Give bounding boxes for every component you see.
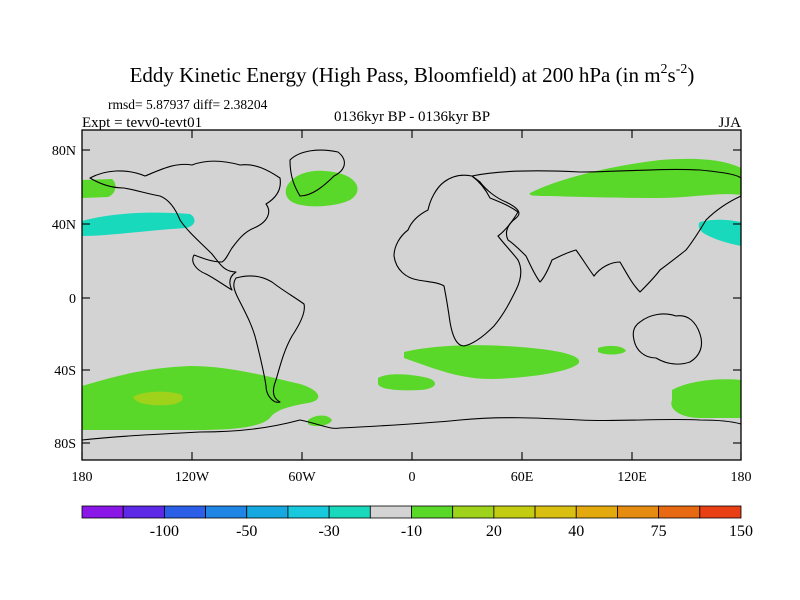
lat-label-80s: 80S [54, 437, 76, 452]
colorbar-label: -50 [236, 523, 257, 540]
lon-label-0: 0 [409, 470, 416, 485]
colorbar-box [163, 505, 206, 519]
lon-label-120w: 120W [175, 470, 210, 485]
south-america-coast [233, 275, 305, 403]
lat-tick-labels: 80N 40N 0 40S 80S [52, 144, 76, 452]
colorbar-box [205, 505, 248, 519]
season-label: JJA [718, 115, 741, 131]
north-atlantic-patch [285, 170, 358, 207]
colorbar-box [122, 505, 165, 519]
colorbar-boxes [81, 505, 742, 519]
lon-label-180w: 180 [72, 470, 93, 485]
lat-label-0: 0 [69, 292, 76, 307]
colorbar-label: 75 [651, 523, 667, 540]
colorbar-box [617, 505, 660, 519]
southern-ocean-indian-patch [404, 345, 580, 379]
colorbar-label: -10 [401, 523, 422, 540]
colorbar-labels: -100 -50 -30 -10 20 40 75 150 [150, 523, 753, 540]
colorbar-box [411, 505, 454, 519]
lon-label-60e: 60E [511, 470, 534, 485]
map-panel [81, 129, 742, 461]
lon-label-180e: 180 [731, 470, 752, 485]
lon-tick-marks [81, 130, 742, 460]
lon-tick-labels: 180 120W 60W 0 60E 120E 180 [72, 470, 752, 485]
colorbar-box [369, 505, 412, 519]
colorbar-box [493, 505, 536, 519]
southern-ocean-tasman-patch [671, 379, 741, 418]
coastlines [81, 149, 742, 441]
north-pacific-west-patch [529, 158, 741, 198]
colorbar-box [246, 505, 289, 519]
positive-anomaly-mid [133, 391, 183, 406]
colorbar-box [81, 505, 124, 519]
colorbar-box [328, 505, 371, 519]
colorbar: -100 -50 -30 -10 20 40 75 150 [81, 505, 753, 540]
positive-anomaly-regions [82, 158, 741, 430]
colorbar-box [699, 505, 742, 519]
north-pacific-east-patch [82, 179, 116, 198]
lat-label-80n: 80N [52, 144, 76, 159]
lat-tick-marks [82, 149, 741, 444]
colorbar-box [534, 505, 577, 519]
colorbar-box [658, 505, 701, 519]
south-of-australia-patch [598, 345, 626, 355]
southern-ocean-pacific-patch [82, 366, 319, 430]
greenland-coast [289, 149, 345, 197]
lat-label-40n: 40N [52, 218, 76, 233]
colorbar-label: 150 [729, 523, 753, 540]
colorbar-label: 20 [486, 523, 502, 540]
experiment-label: Expt = tevv0-tevt01 [82, 115, 202, 131]
period-label: 0136kyr BP - 0136kyr BP [334, 109, 490, 125]
stats-label: rmsd= 5.87937 diff= 2.38204 [108, 97, 268, 112]
lon-label-60w: 60W [288, 470, 316, 485]
figure-title: Eddy Kinetic Energy (High Pass, Bloomfie… [130, 62, 695, 87]
north-pacific-negative-patch [82, 212, 195, 236]
europe-africa-coast [393, 174, 522, 347]
colorbar-label: 40 [568, 523, 584, 540]
southern-ocean-atlantic-patch [378, 374, 435, 391]
australia-coast [632, 313, 703, 365]
asia-coast [471, 168, 742, 293]
colorbar-label: -100 [150, 523, 179, 540]
colorbar-box [452, 505, 495, 519]
colorbar-label: -30 [318, 523, 339, 540]
antarctica-coast [81, 417, 742, 441]
colorbar-box [287, 505, 330, 519]
west-pacific-negative-patch [698, 219, 741, 246]
map-frame [81, 129, 742, 461]
lat-label-40s: 40S [54, 364, 76, 379]
negative-anomaly-regions [82, 212, 741, 246]
colorbar-box [575, 505, 618, 519]
north-america-coast [89, 160, 281, 291]
lon-label-120e: 120E [617, 470, 647, 485]
